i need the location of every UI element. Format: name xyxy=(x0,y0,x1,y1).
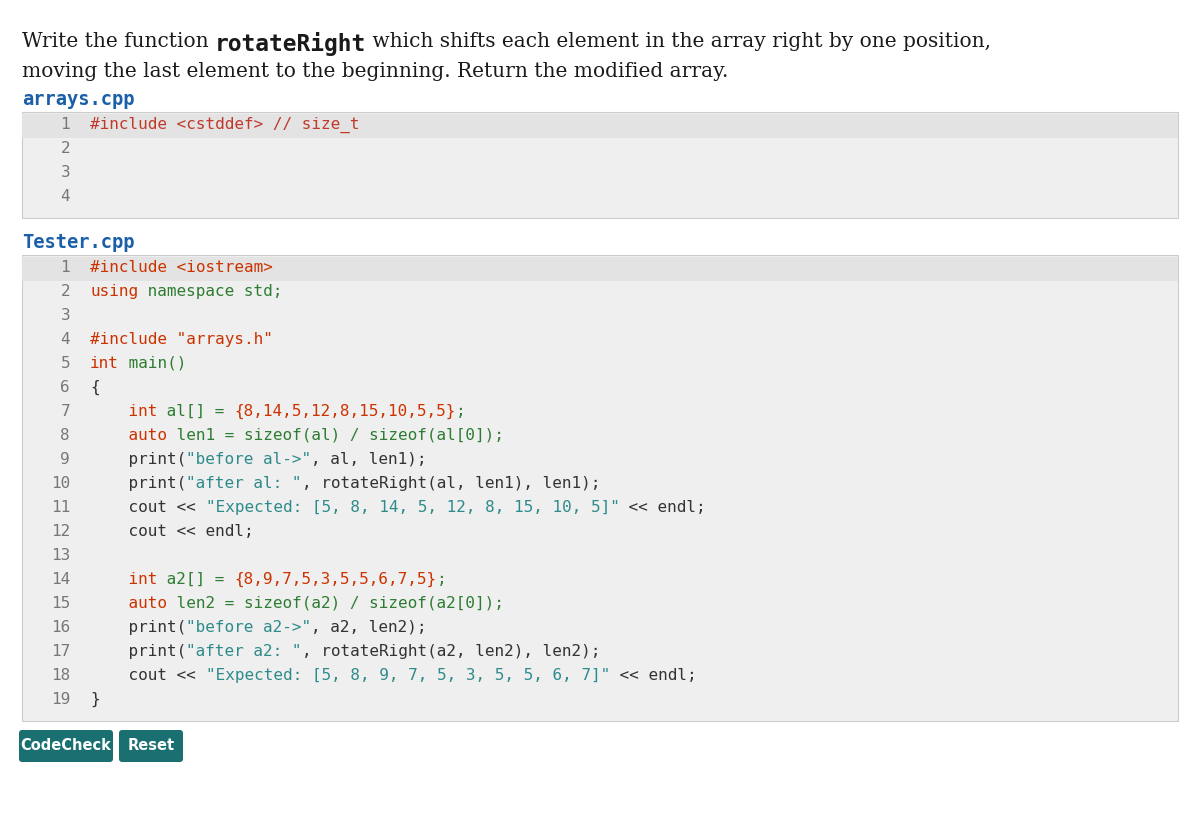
Text: 6: 6 xyxy=(60,380,70,395)
Text: CodeCheck: CodeCheck xyxy=(20,738,112,753)
Text: int: int xyxy=(90,356,119,371)
Text: arrays.cpp: arrays.cpp xyxy=(22,90,134,109)
Text: using: using xyxy=(90,284,138,299)
Bar xyxy=(22,255,1178,721)
Text: "after al: ": "after al: " xyxy=(186,476,301,491)
Text: 15: 15 xyxy=(50,596,70,611)
Text: Reset: Reset xyxy=(127,738,174,753)
Text: 18: 18 xyxy=(50,668,70,683)
Text: 5: 5 xyxy=(60,356,70,371)
Text: }: } xyxy=(90,692,100,707)
Text: cout <<: cout << xyxy=(90,668,205,683)
Text: #include "arrays.h": #include "arrays.h" xyxy=(90,332,272,347)
Bar xyxy=(22,257,1178,281)
Text: 11: 11 xyxy=(50,500,70,515)
Text: a2[] =: a2[] = xyxy=(157,572,234,587)
Text: 4: 4 xyxy=(60,189,70,204)
Bar xyxy=(22,114,1178,138)
Text: "Expected: [5, 8, 14, 5, 12, 8, 15, 10, 5]": "Expected: [5, 8, 14, 5, 12, 8, 15, 10, … xyxy=(205,500,619,515)
Text: "Expected: [5, 8, 9, 7, 5, 3, 5, 5, 6, 7]": "Expected: [5, 8, 9, 7, 5, 3, 5, 5, 6, 7… xyxy=(205,668,610,683)
Text: 1: 1 xyxy=(60,117,70,132)
Text: 9: 9 xyxy=(60,452,70,467)
Text: , rotateRight(a2, len2), len2);: , rotateRight(a2, len2), len2); xyxy=(301,644,600,659)
Text: Tester.cpp: Tester.cpp xyxy=(22,233,134,252)
Text: ;: ; xyxy=(456,404,466,419)
Text: print(: print( xyxy=(90,620,186,635)
Text: 19: 19 xyxy=(50,692,70,707)
Text: 12: 12 xyxy=(50,524,70,539)
Text: which shifts each element in the array right by one position,: which shifts each element in the array r… xyxy=(366,32,991,51)
Text: main(): main() xyxy=(119,356,186,371)
Text: auto: auto xyxy=(90,428,167,443)
Text: {: { xyxy=(90,380,100,395)
Text: {8,9,7,5,3,5,5,6,7,5}: {8,9,7,5,3,5,5,6,7,5} xyxy=(234,572,437,587)
Text: 13: 13 xyxy=(50,548,70,563)
Text: 16: 16 xyxy=(50,620,70,635)
Text: << endl;: << endl; xyxy=(619,500,706,515)
Text: {8,14,5,12,8,15,10,5,5}: {8,14,5,12,8,15,10,5,5} xyxy=(234,404,456,419)
Text: Write the function: Write the function xyxy=(22,32,215,51)
Text: 10: 10 xyxy=(50,476,70,491)
Text: moving the last element to the beginning. Return the modified array.: moving the last element to the beginning… xyxy=(22,62,728,81)
Text: 14: 14 xyxy=(50,572,70,587)
Text: cout <<: cout << xyxy=(90,500,205,515)
Text: 2: 2 xyxy=(60,284,70,299)
Text: len1 = sizeof(al) / sizeof(al[0]);: len1 = sizeof(al) / sizeof(al[0]); xyxy=(167,428,504,443)
Text: 3: 3 xyxy=(60,165,70,180)
Text: << endl;: << endl; xyxy=(610,668,696,683)
Text: 3: 3 xyxy=(60,308,70,323)
Text: 7: 7 xyxy=(60,404,70,419)
Text: 1: 1 xyxy=(60,260,70,275)
Text: 8: 8 xyxy=(60,428,70,443)
Text: print(: print( xyxy=(90,452,186,467)
Text: "before a2->": "before a2->" xyxy=(186,620,311,635)
Text: #include <cstddef> // size_t: #include <cstddef> // size_t xyxy=(90,117,360,133)
Text: #include <iostream>: #include <iostream> xyxy=(90,260,272,275)
Text: "after a2: ": "after a2: " xyxy=(186,644,301,659)
Text: 17: 17 xyxy=(50,644,70,659)
FancyBboxPatch shape xyxy=(119,730,182,762)
Text: cout << endl;: cout << endl; xyxy=(90,524,253,539)
Text: namespace std;: namespace std; xyxy=(138,284,282,299)
Bar xyxy=(22,112,1178,218)
Text: 2: 2 xyxy=(60,141,70,156)
Text: , rotateRight(al, len1), len1);: , rotateRight(al, len1), len1); xyxy=(301,476,600,491)
Text: print(: print( xyxy=(90,644,186,659)
Text: print(: print( xyxy=(90,476,186,491)
Text: , a2, len2);: , a2, len2); xyxy=(311,620,427,635)
Text: al[] =: al[] = xyxy=(157,404,234,419)
Text: int: int xyxy=(90,404,157,419)
Text: auto: auto xyxy=(90,596,167,611)
Text: 4: 4 xyxy=(60,332,70,347)
Text: rotateRight: rotateRight xyxy=(215,32,366,56)
Text: int: int xyxy=(90,572,157,587)
Text: len2 = sizeof(a2) / sizeof(a2[0]);: len2 = sizeof(a2) / sizeof(a2[0]); xyxy=(167,596,504,611)
FancyBboxPatch shape xyxy=(19,730,113,762)
Text: , al, len1);: , al, len1); xyxy=(311,452,427,467)
Text: ;: ; xyxy=(437,572,446,587)
Text: "before al->": "before al->" xyxy=(186,452,311,467)
